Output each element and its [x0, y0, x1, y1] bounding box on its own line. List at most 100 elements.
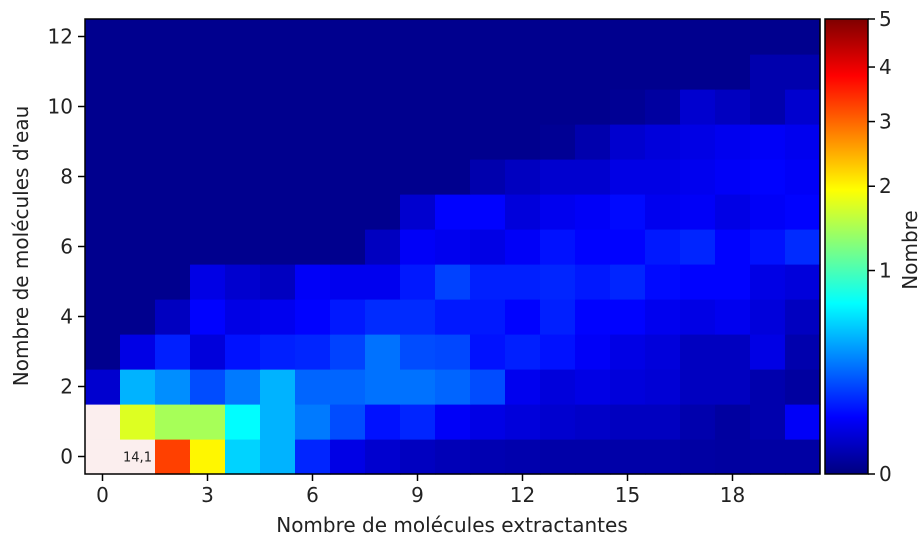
heatmap-cell: [645, 89, 681, 125]
heatmap-cell: [680, 229, 716, 265]
heatmap-cell: [295, 369, 331, 405]
heatmap-cell: [715, 404, 751, 440]
heatmap-cell: [225, 264, 261, 300]
y-tick-label: 6: [60, 235, 73, 259]
heatmap-cell: [715, 229, 751, 265]
heatmap-cell: [330, 264, 366, 300]
y-tick-label: 4: [60, 305, 73, 329]
heatmap-cell: [190, 404, 226, 440]
heatmap-cell: [575, 54, 611, 90]
heatmap-cell: [680, 264, 716, 300]
heatmap-cell: [260, 194, 296, 230]
heatmap-cell: [715, 54, 751, 90]
heatmap-cell: [435, 439, 471, 475]
heatmap-cell: [750, 264, 786, 300]
heatmap-cell: [435, 369, 471, 405]
heatmap-cell: [715, 124, 751, 160]
heatmap-cell: [680, 124, 716, 160]
heatmap-cell: [750, 404, 786, 440]
heatmap-cell: [120, 404, 156, 440]
heatmap-cell: [330, 334, 366, 370]
heatmap-cell: [645, 19, 681, 55]
heatmap-cell: [225, 439, 261, 475]
heatmap-cell: [575, 264, 611, 300]
heatmap-cell: [330, 19, 366, 55]
heatmap-cell: [295, 124, 331, 160]
heatmap-cell: [400, 229, 436, 265]
heatmap-cell: [260, 229, 296, 265]
heatmap-cell: [295, 159, 331, 195]
heatmap-cell: [645, 404, 681, 440]
heatmap-cell: [680, 404, 716, 440]
heatmap-cell: [645, 124, 681, 160]
heatmap-cell: [645, 264, 681, 300]
heatmap-cell: [120, 264, 156, 300]
heatmap-cell: [190, 19, 226, 55]
heatmap-cell: [575, 19, 611, 55]
heatmap-cell: [540, 369, 576, 405]
heatmap-cell: [610, 439, 646, 475]
heatmap-cell: [155, 334, 191, 370]
heatmap-cell: [540, 89, 576, 125]
heatmap-cell: [540, 439, 576, 475]
heatmap-cell: [85, 299, 121, 335]
heatmap-cell: [365, 159, 401, 195]
heatmap-cell: [155, 439, 191, 475]
heatmap-cell: [190, 89, 226, 125]
heatmap-cell: [295, 439, 331, 475]
heatmap-cell: [470, 334, 506, 370]
heatmap-cell: [260, 264, 296, 300]
heatmap-cell: [295, 404, 331, 440]
heatmap-cell: [645, 54, 681, 90]
heatmap-cell: [470, 404, 506, 440]
heatmap-cell: [155, 159, 191, 195]
heatmap-cell: [330, 54, 366, 90]
heatmap-cell: [120, 159, 156, 195]
heatmap-cell: [645, 229, 681, 265]
heatmap-cell: [260, 89, 296, 125]
heatmap-cell: [505, 369, 541, 405]
y-tick-label: 10: [48, 95, 73, 119]
colorbar-ticks: 0 1 2 3 4 5: [868, 7, 892, 486]
heatmap-cell: [365, 54, 401, 90]
heatmap-cell: [225, 334, 261, 370]
heatmap-cell: [645, 369, 681, 405]
heatmap-cell: [715, 89, 751, 125]
x-tick-label: 3: [201, 483, 214, 507]
heatmap-cell: [470, 369, 506, 405]
heatmap-cell: [190, 229, 226, 265]
heatmap-cell: [435, 299, 471, 335]
heatmap-cell: [120, 194, 156, 230]
heatmap-cell: [295, 54, 331, 90]
heatmap-cell: [435, 124, 471, 160]
heatmap-cell: [750, 229, 786, 265]
heatmap-cell: [155, 229, 191, 265]
heatmap-cell: [680, 369, 716, 405]
heatmap-cell: [645, 334, 681, 370]
heatmap-cell: [610, 334, 646, 370]
heatmap-cell: [155, 264, 191, 300]
heatmap-cell: [750, 89, 786, 125]
heatmap-cell: [715, 194, 751, 230]
heatmap-cell: [470, 299, 506, 335]
heatmap-cell: [505, 19, 541, 55]
y-axis: 0 2 4 6 8 10 12: [48, 25, 85, 469]
heatmap-cell: [85, 229, 121, 265]
heatmap-cell: [190, 369, 226, 405]
heatmap-cell: [120, 299, 156, 335]
heatmap-cell: [785, 299, 821, 335]
heatmap-cell: [680, 89, 716, 125]
heatmap-cell: [365, 229, 401, 265]
heatmap-cell: [330, 89, 366, 125]
heatmap-cell: [260, 159, 296, 195]
heatmap-cell: [225, 194, 261, 230]
heatmap-cell: [610, 54, 646, 90]
heatmap-cell: [505, 194, 541, 230]
heatmap-cell: [295, 264, 331, 300]
heatmap-cell: [435, 264, 471, 300]
heatmap-cell: [785, 229, 821, 265]
heatmap-cell: [750, 194, 786, 230]
heatmap-cell: [85, 19, 121, 55]
heatmap-cell: [575, 299, 611, 335]
heatmap-cell: [750, 19, 786, 55]
